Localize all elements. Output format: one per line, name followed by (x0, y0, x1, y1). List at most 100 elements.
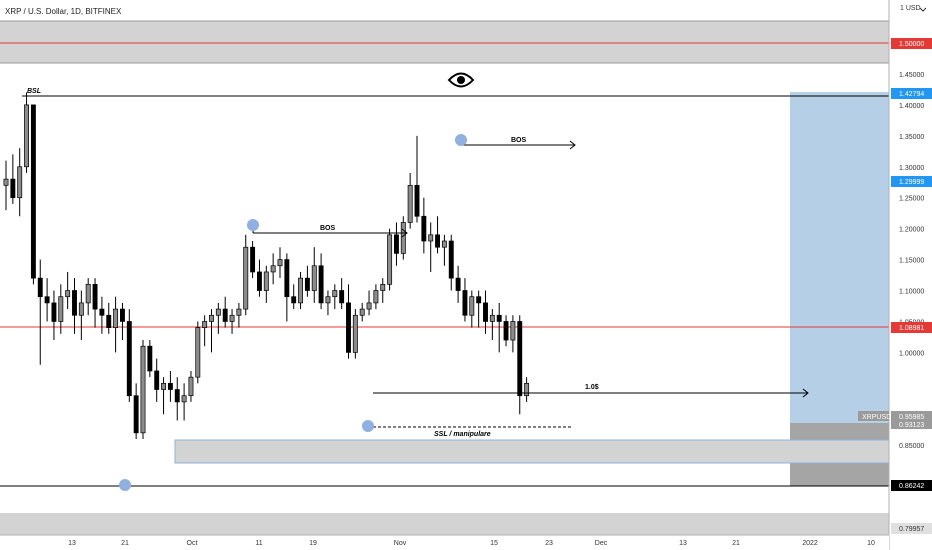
candle[interactable] (126, 309, 132, 402)
candle-body-up (400, 222, 406, 254)
candle[interactable] (113, 296, 119, 353)
badge-bsl (891, 88, 932, 99)
candle[interactable] (414, 135, 420, 223)
candle[interactable] (400, 216, 406, 260)
candle[interactable] (489, 309, 495, 341)
candle[interactable] (37, 259, 43, 365)
candle[interactable] (92, 278, 98, 328)
swing-marker-bos2[interactable] (455, 134, 467, 146)
candle[interactable] (147, 340, 153, 378)
candle[interactable] (209, 309, 214, 353)
candle-body-up (387, 234, 393, 285)
candle[interactable] (435, 216, 441, 254)
candle[interactable] (215, 302, 221, 334)
candle[interactable] (394, 222, 399, 266)
candle[interactable] (380, 278, 386, 303)
candle[interactable] (483, 290, 488, 334)
candle[interactable] (44, 278, 50, 322)
candle[interactable] (298, 271, 304, 310)
candle[interactable] (339, 278, 345, 310)
candle[interactable] (236, 302, 242, 328)
candle[interactable] (448, 234, 454, 291)
candle[interactable] (106, 302, 112, 334)
candle[interactable] (407, 172, 413, 229)
candle[interactable] (421, 197, 427, 254)
candle[interactable] (250, 241, 256, 279)
candle[interactable] (72, 278, 77, 334)
candle[interactable] (332, 284, 338, 310)
candle[interactable] (3, 160, 9, 211)
time-tick-label: 21 (732, 540, 740, 547)
candle[interactable] (195, 321, 201, 384)
candle[interactable] (366, 290, 372, 316)
candle[interactable] (524, 377, 530, 402)
candle[interactable] (318, 253, 324, 310)
candle[interactable] (304, 265, 310, 297)
candle-body-up (161, 382, 166, 390)
demand-zone[interactable] (174, 439, 890, 464)
candle[interactable] (469, 290, 475, 328)
candle[interactable] (167, 370, 173, 402)
time-axis[interactable] (0, 535, 889, 550)
candle[interactable] (243, 234, 249, 316)
candle[interactable] (325, 290, 331, 316)
top-range-band (0, 21, 889, 63)
candle[interactable] (10, 154, 16, 204)
candle[interactable] (387, 228, 393, 291)
candle[interactable] (462, 278, 468, 322)
candle[interactable] (352, 309, 358, 359)
candle[interactable] (202, 315, 208, 347)
candle[interactable] (181, 383, 187, 421)
candle[interactable] (496, 302, 502, 353)
candle[interactable] (222, 296, 228, 328)
candle[interactable] (284, 253, 290, 322)
candle-body-up (195, 327, 201, 378)
candle[interactable] (17, 148, 23, 217)
swing-marker-low[interactable] (119, 479, 131, 491)
currency-dropdown-icon[interactable] (919, 7, 927, 12)
candle[interactable] (517, 315, 523, 415)
candle[interactable] (503, 315, 509, 347)
price-tick-label: 1.10000 (899, 289, 924, 296)
swing-marker-ssl[interactable] (362, 420, 374, 432)
candle[interactable] (24, 92, 30, 173)
candle[interactable] (257, 259, 262, 297)
candle[interactable] (51, 290, 57, 341)
candle[interactable] (270, 253, 276, 285)
candle[interactable] (373, 284, 379, 310)
candle[interactable] (30, 104, 36, 285)
candle[interactable] (359, 302, 365, 322)
candle[interactable] (476, 290, 482, 328)
candle-body-down (10, 178, 16, 199)
candle[interactable] (78, 290, 84, 341)
candle[interactable] (133, 383, 139, 440)
candle[interactable] (99, 296, 105, 334)
candle[interactable] (277, 247, 283, 279)
candle[interactable] (455, 265, 461, 303)
target-zone[interactable] (790, 92, 889, 423)
candle[interactable] (58, 284, 64, 334)
candle[interactable] (119, 302, 125, 341)
candle[interactable] (311, 247, 317, 303)
candle[interactable] (346, 284, 351, 359)
swing-marker-bos1[interactable] (247, 219, 259, 231)
candle[interactable] (85, 278, 91, 316)
candle[interactable] (188, 370, 194, 402)
candle[interactable] (441, 234, 447, 266)
price-axis[interactable] (889, 0, 932, 550)
candle[interactable] (510, 315, 516, 353)
candle[interactable] (263, 265, 269, 303)
candle[interactable] (154, 358, 160, 402)
candle[interactable] (161, 377, 166, 415)
candle[interactable] (65, 271, 71, 310)
candle-body-down (167, 382, 173, 390)
candle[interactable] (174, 377, 180, 421)
candle[interactable] (428, 222, 434, 272)
candle[interactable] (291, 284, 297, 310)
time-tick-label: 23 (545, 540, 553, 547)
candle[interactable] (229, 309, 235, 334)
time-tick-label: Dec (595, 540, 608, 547)
candles-group (3, 92, 530, 440)
candle[interactable] (140, 340, 146, 440)
